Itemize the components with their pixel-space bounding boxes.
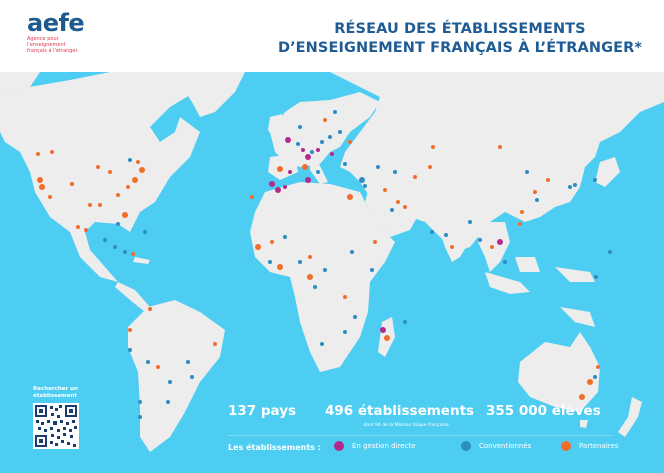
legend-label: Conventionnés: [479, 442, 532, 450]
legend-label: En gestion directe: [352, 442, 416, 450]
legend-item-direct: En gestion directe: [334, 441, 415, 451]
legend-item-partenaires: Partenaires: [561, 441, 618, 451]
page-title: RÉSEAU DES ÉTABLISSEMENTS D’ENSEIGNEMENT…: [270, 20, 650, 58]
title-line-1: RÉSEAU DES ÉTABLISSEMENTS: [334, 21, 586, 37]
divider: [228, 435, 613, 436]
legend-title: Les établissements :: [228, 443, 321, 452]
magenta-dot-icon: [334, 441, 344, 451]
logo-subtitle: Agence pour l'enseignement français à l'…: [27, 36, 78, 54]
title-line-2: D’ENSEIGNEMENT FRANÇAIS À L’ÉTRANGER*: [277, 40, 643, 56]
school-markers: [36, 110, 612, 419]
legend-item-conventionnes: Conventionnés: [461, 441, 531, 451]
logo-wordmark: aefe: [27, 9, 85, 37]
qr-label: Rechercher un établissement: [33, 386, 78, 399]
world-map[interactable]: [0, 72, 664, 473]
orange-dot-icon: [561, 441, 571, 451]
land-masses: [0, 72, 664, 452]
legend-label: Partenaires: [579, 442, 619, 450]
blue-dot-icon: [461, 441, 471, 451]
qr-section: Rechercher un établissement: [33, 386, 81, 449]
stat-schools: 496 établissements: [325, 403, 475, 419]
header: aefe Agence pour l'enseignement français…: [0, 0, 664, 72]
qr-code[interactable]: [33, 403, 79, 449]
qr-code-icon: [35, 405, 77, 447]
stat-students: 355 000 élèves: [486, 403, 601, 419]
stat-countries: 137 pays: [228, 403, 297, 419]
aefe-logo[interactable]: aefe Agence pour l'enseignement français…: [27, 10, 87, 54]
stat-schools-note: dont 94 de la Mission laïque française: [363, 423, 449, 428]
